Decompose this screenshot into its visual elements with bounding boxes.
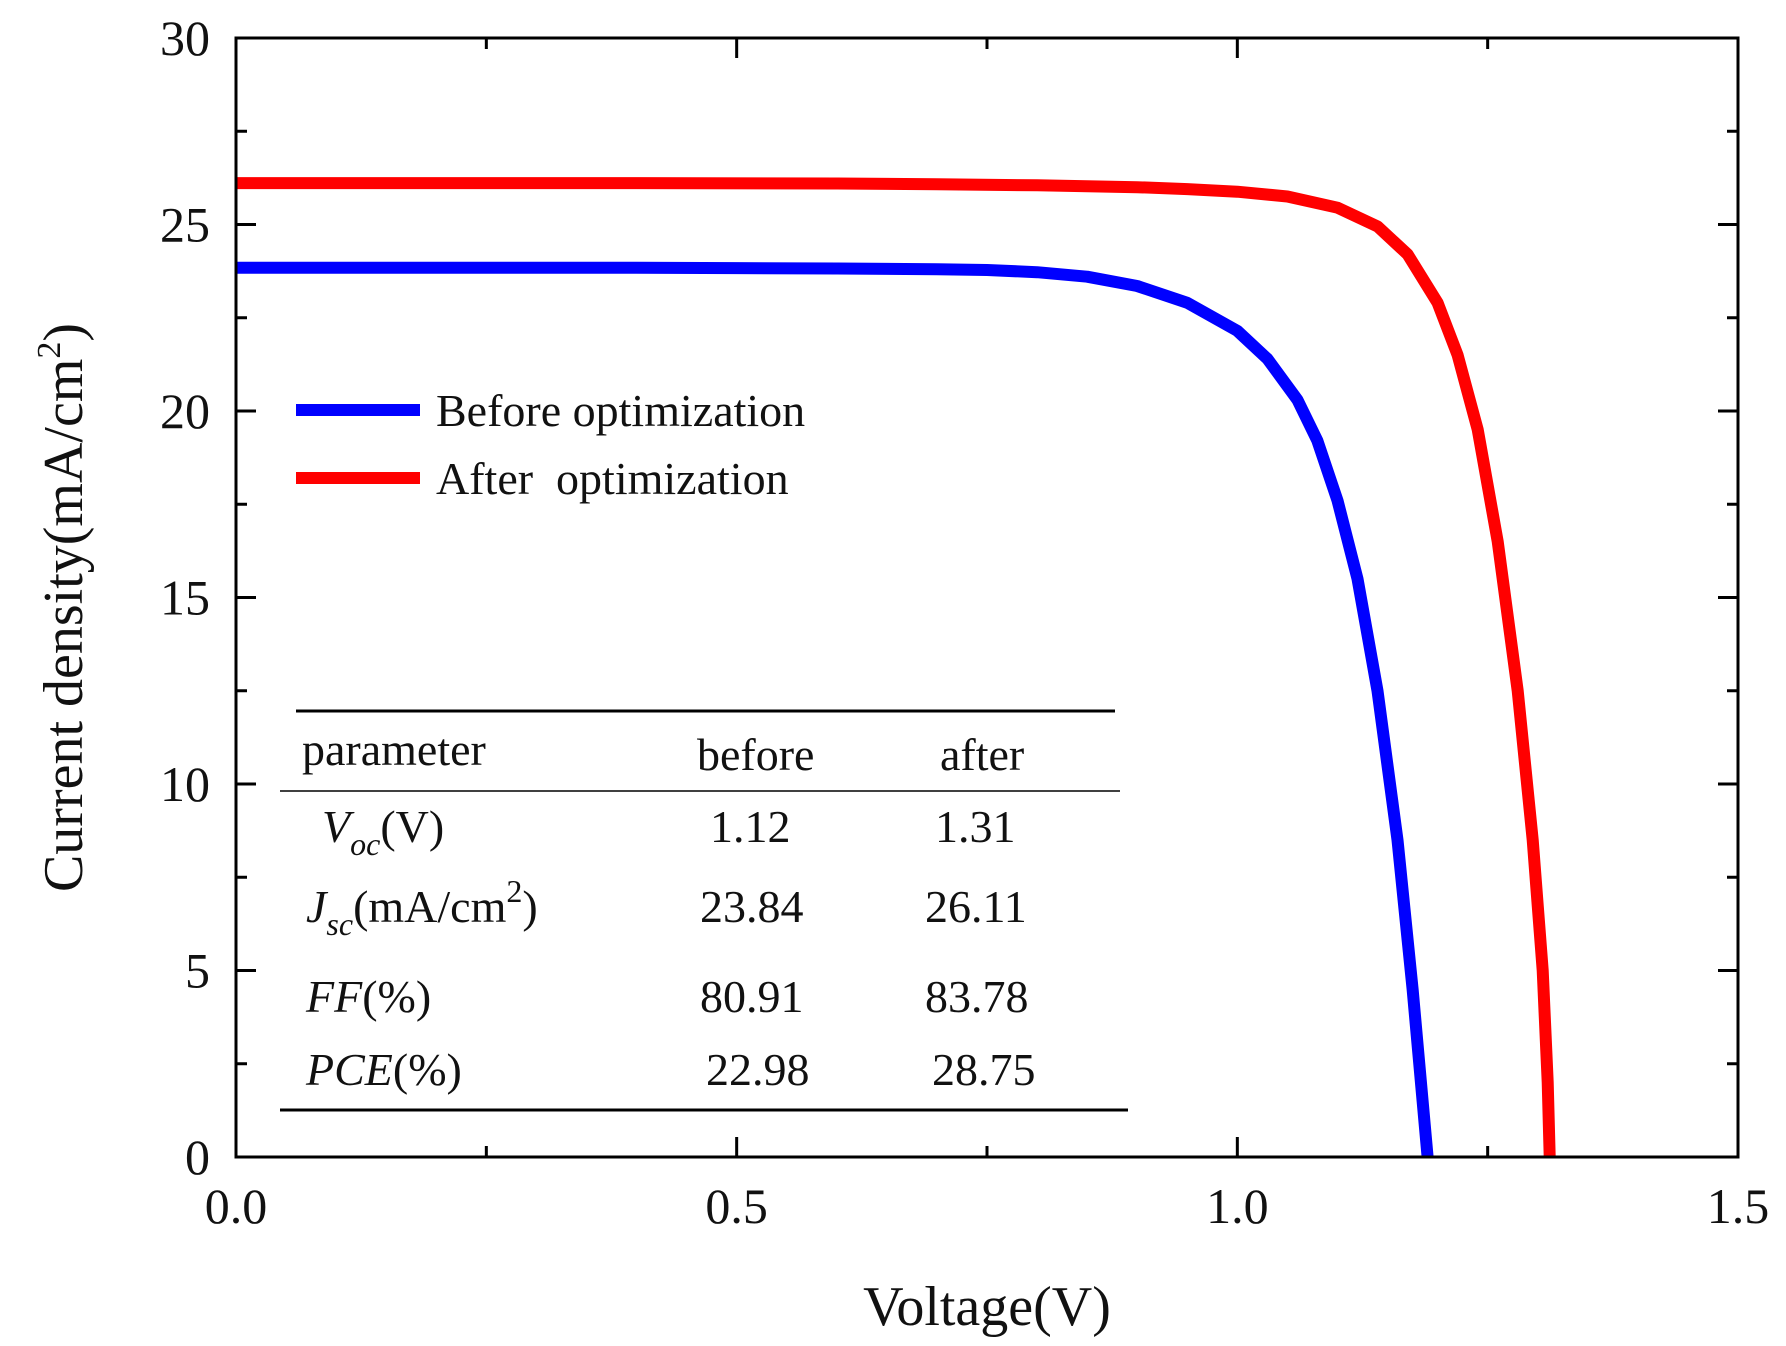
- table-before-cell: 1.12: [710, 801, 791, 852]
- y-tick-label: 10: [160, 756, 210, 812]
- table-header-cell: before: [697, 729, 814, 780]
- table-after-cell: 26.11: [925, 881, 1027, 932]
- param-unit: (mA/cm: [353, 881, 507, 932]
- y-axis-title-close: ): [33, 323, 95, 342]
- table-before-cell: 23.84: [700, 881, 804, 932]
- y-tick-label: 0: [185, 1129, 210, 1185]
- table-before-cell: 80.91: [700, 971, 804, 1022]
- param-symbol: FF: [305, 971, 363, 1022]
- table-param-cell: FF(%): [305, 971, 431, 1022]
- parameter-table: parameter before after Voc(V) 1.12 1.31 Jsc(mA…: [280, 709, 1128, 1112]
- table-after-cell: 1.31: [935, 801, 1016, 852]
- x-axis-title: Voltage(V): [863, 1276, 1111, 1338]
- y-tick-label: 15: [160, 570, 210, 626]
- x-tick-label: 1.0: [1206, 1178, 1269, 1234]
- table-param-cell: Voc(V): [322, 801, 444, 862]
- param-symbol: PCE: [305, 1044, 393, 1095]
- x-axis: 0.0 0.5 1.0 1.5: [205, 38, 1770, 1234]
- y-tick-label: 5: [185, 943, 210, 999]
- table-header-cell: parameter: [302, 724, 486, 775]
- table-param-cell: Jsc(mA/cm2): [306, 873, 538, 942]
- param-unit: (V): [380, 801, 444, 852]
- legend-label: Before optimization: [436, 385, 805, 436]
- param-symbol: V: [322, 801, 355, 852]
- y-axis-title: Current density(mA/cm2): [31, 323, 95, 892]
- x-tick-label: 1.5: [1707, 1178, 1770, 1234]
- param-superscript: 2: [506, 873, 522, 909]
- param-unit-close: ): [522, 881, 537, 932]
- table-after-cell: 83.78: [925, 971, 1029, 1022]
- legend: Before optimization After optimization: [296, 385, 805, 504]
- legend-label: After optimization: [436, 453, 789, 504]
- param-subscript: oc: [350, 826, 380, 862]
- y-tick-label: 20: [160, 383, 210, 439]
- x-tick-label: 0.0: [205, 1178, 268, 1234]
- series-line-before: [236, 261, 1434, 1158]
- y-tick-label: 25: [160, 197, 210, 253]
- param-symbol: J: [306, 881, 329, 932]
- table-param-cell: PCE(%): [305, 1044, 462, 1095]
- param-unit: (%): [362, 971, 431, 1022]
- y-tick-label: 30: [160, 10, 210, 66]
- y-axis: 0 5 10 15 20 25 30: [160, 10, 1738, 1185]
- param-unit: (%): [393, 1044, 462, 1095]
- x-tick-label: 0.5: [705, 1178, 768, 1234]
- curves-layer: [236, 177, 1556, 1158]
- table-header-cell: after: [940, 729, 1024, 780]
- y-axis-title-main: Current density(mA/cm: [33, 359, 95, 892]
- y-axis-title-superscript: 2: [31, 342, 68, 359]
- table-after-cell: 28.75: [932, 1044, 1036, 1095]
- param-subscript: sc: [326, 906, 353, 942]
- series-line-after: [236, 177, 1556, 1158]
- table-before-cell: 22.98: [706, 1044, 810, 1095]
